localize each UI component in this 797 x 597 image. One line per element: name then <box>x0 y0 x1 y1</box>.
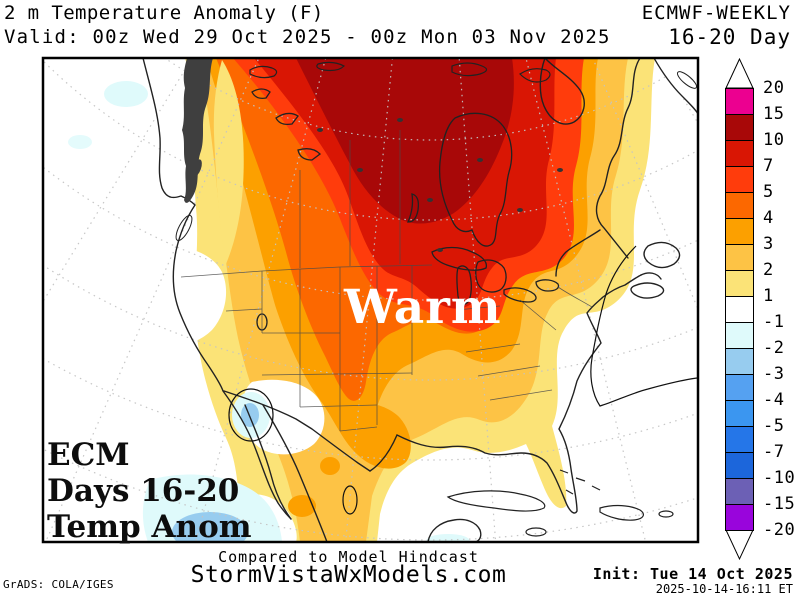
colorbar-segment <box>725 348 754 375</box>
colorbar-segment <box>725 296 754 323</box>
colorbar-segment <box>725 192 754 219</box>
colorbar-segment <box>725 166 754 193</box>
contour-lines <box>228 245 698 515</box>
corner-caption-line2: Days 16-20 <box>47 473 240 509</box>
colorbar-label: -4 <box>763 390 785 410</box>
corner-caption: ECM Days 16-20 Temp Anom <box>47 437 252 545</box>
colorbar-segment <box>725 478 754 505</box>
colorbar-label: -7 <box>763 442 785 462</box>
colorbar-segment <box>725 114 754 141</box>
generation-timestamp: 2025-10-14-16:11 ET <box>655 582 793 596</box>
valid-range: Valid: 00z Wed 29 Oct 2025 - 00z Mon 03 … <box>4 26 611 48</box>
colorbar-label: 10 <box>763 130 785 150</box>
arctic-islands <box>249 61 551 83</box>
model-name: ECMWF-WEEKLY <box>641 2 791 24</box>
corner-caption-line3: Temp Anom <box>47 509 252 545</box>
alaska-panhandle-terrain <box>182 58 213 203</box>
colorbar-label: 4 <box>763 208 774 228</box>
colorbar-down-arrow <box>725 529 754 561</box>
colorbar-label: 15 <box>763 104 785 124</box>
small-lakes-speckles <box>317 118 563 252</box>
grads-credit: GrADS: COLA/IGES <box>3 578 114 591</box>
site-name: StormVistaWxModels.com <box>190 562 507 588</box>
colorbar-segment <box>725 374 754 401</box>
colorbar-segment <box>725 270 754 297</box>
coastlines <box>142 58 681 542</box>
colorbar-label: 2 <box>763 260 774 280</box>
colorbar-segment <box>725 88 754 115</box>
colorbar-label: -3 <box>763 364 785 384</box>
colorbar-label: -10 <box>763 468 796 488</box>
colorbar-segment <box>725 140 754 167</box>
colorbar-label: -20 <box>763 520 796 540</box>
colorbar-segment <box>725 244 754 271</box>
corner-caption-line1: ECM <box>47 437 130 473</box>
forecast-day-range: 16-20 Day <box>668 25 791 49</box>
caribbean-islands <box>446 469 674 537</box>
political-borders <box>180 130 593 432</box>
vancouver-island <box>175 214 193 242</box>
colorbar-label: -1 <box>763 312 785 332</box>
colorbar-label: 1 <box>763 286 774 306</box>
colorbar-segment <box>725 452 754 479</box>
colorbar-segment <box>725 400 754 427</box>
colorbar-label: 5 <box>763 182 774 202</box>
colorbar-segment <box>725 322 754 349</box>
colorbar-segment <box>725 426 754 453</box>
map-frame <box>41 56 700 544</box>
colorbar-segment <box>725 218 754 245</box>
colorbar-label: -15 <box>763 494 796 514</box>
page-title: 2 m Temperature Anomaly (F) <box>4 2 324 24</box>
colorbar-label: 20 <box>763 78 785 98</box>
colorbar-label: 3 <box>763 234 774 254</box>
warm-annotation: Warm <box>344 280 502 335</box>
colorbar-segment <box>725 504 754 531</box>
colorbar: 20 15 10 7 5 4 3 2 1 -1 -2 -3 -4 -5 -7 -10 -15 -20 <box>722 57 796 564</box>
colorbar-label: -5 <box>763 416 785 436</box>
lakes <box>251 88 560 331</box>
colorbar-label: 7 <box>763 156 774 176</box>
colorbar-up-arrow <box>725 57 754 89</box>
hindcast-note: Compared to Model Hindcast <box>218 548 479 566</box>
colorbar-label: -2 <box>763 338 785 358</box>
init-time: Init: Tue 14 Oct 2025 <box>592 565 793 583</box>
